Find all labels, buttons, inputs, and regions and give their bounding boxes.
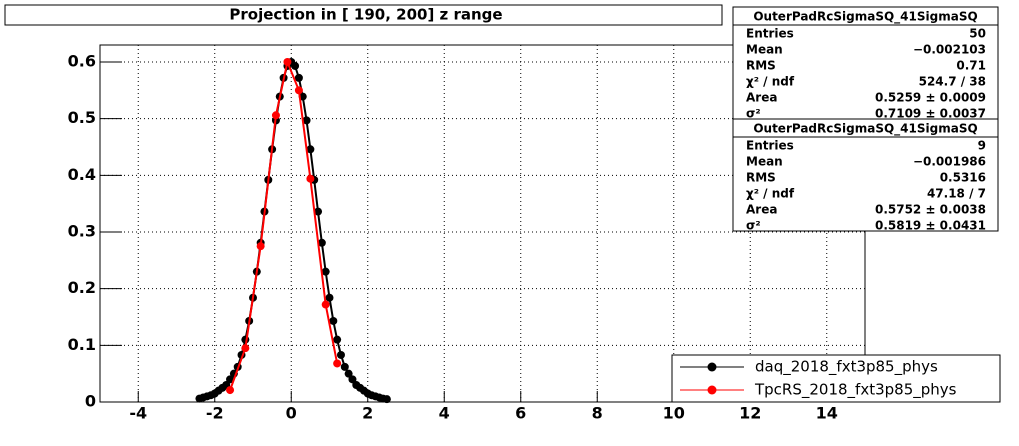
data-point [329,316,338,325]
stats-label: Entries [746,139,794,153]
legend-marker [707,362,717,372]
data-point [325,293,334,302]
data-point [283,58,292,66]
data-point [333,359,342,368]
y-tick-label: 0.4 [68,165,96,184]
x-tick-label: 14 [816,404,838,423]
data-point [226,386,235,395]
y-tick-label: 0.1 [68,335,96,354]
data-point [317,238,326,247]
x-tick-label: 4 [439,404,450,423]
x-tick-label: 10 [663,404,685,423]
legend-label: daq_2018_fxt3p85_phys [755,358,938,377]
stats-title: OuterPadRcSigmaSQ_41SigmaSQ [753,10,977,25]
stats-value: 0.5316 [940,171,986,185]
y-tick-label: 0.3 [68,222,96,241]
stats-label: χ² / ndf [746,75,795,89]
stats-box [732,118,999,232]
data-point [291,61,300,70]
stats-value: −0.002103 [913,43,986,57]
data-point [348,375,357,384]
stats-value: 9 [978,139,986,153]
x-tick-label: 0 [286,404,297,423]
y-tick-label: 0.5 [68,108,96,127]
x-tick-label: 6 [515,404,526,423]
legend-label: TpcRS_2018_fxt3p85_phys [754,381,957,400]
x-tick-label: 8 [592,404,603,423]
stats-label: Area [746,91,777,105]
chart-title: Projection in [ 190, 200] z range [229,6,502,24]
x-tick-label: -2 [206,404,224,423]
data-point [294,73,303,82]
stats-value: 0.5752 ± 0.0038 [875,203,986,217]
data-point [306,145,315,154]
stats-label: RMS [746,171,776,185]
stats-label: σ² [746,219,761,233]
stats-box [732,6,999,120]
legend-marker [707,385,717,395]
data-point [314,207,323,216]
y-tick-label: 0.2 [68,278,96,297]
stats-label: χ² / ndf [746,187,795,201]
stats-label: Area [746,203,777,217]
data-point [302,116,311,125]
data-point [340,362,349,371]
stats-label: Mean [746,43,783,57]
x-tick-label: 2 [362,404,373,423]
data-point [344,369,353,378]
stats-label: σ² [746,107,761,121]
data-point [382,395,391,404]
data-point [241,344,250,353]
stats-value: 0.7109 ± 0.0037 [875,107,986,121]
x-tick-label: -4 [129,404,147,423]
stats-value: 50 [969,27,986,41]
series-line [229,58,339,391]
data-point [226,375,235,384]
y-tick-label: 0 [85,392,96,411]
stats-value: −0.001986 [913,155,986,169]
stats-label: RMS [746,59,776,73]
title-box [4,4,723,26]
stats-value: 0.71 [956,59,986,73]
data-point [336,350,345,359]
data-point [256,242,265,251]
data-point [321,300,330,309]
x-tick-label: 12 [739,404,761,423]
stats-value: 0.5259 ± 0.0009 [875,91,986,105]
data-point [294,86,303,95]
series-line [199,60,388,401]
legend-box [671,354,1001,403]
stats-label: Mean [746,155,783,169]
stats-value: 47.18 / 7 [927,187,986,201]
data-point [306,174,315,183]
y-tick-label: 0.6 [68,52,96,71]
data-point [321,267,330,276]
stats-value: 524.7 / 38 [919,75,986,89]
stats-title: OuterPadRcSigmaSQ_41SigmaSQ [753,122,977,137]
data-point [333,335,342,344]
data-point [271,111,280,120]
stats-value: 0.5819 ± 0.0431 [875,219,986,233]
stats-label: Entries [746,27,794,41]
